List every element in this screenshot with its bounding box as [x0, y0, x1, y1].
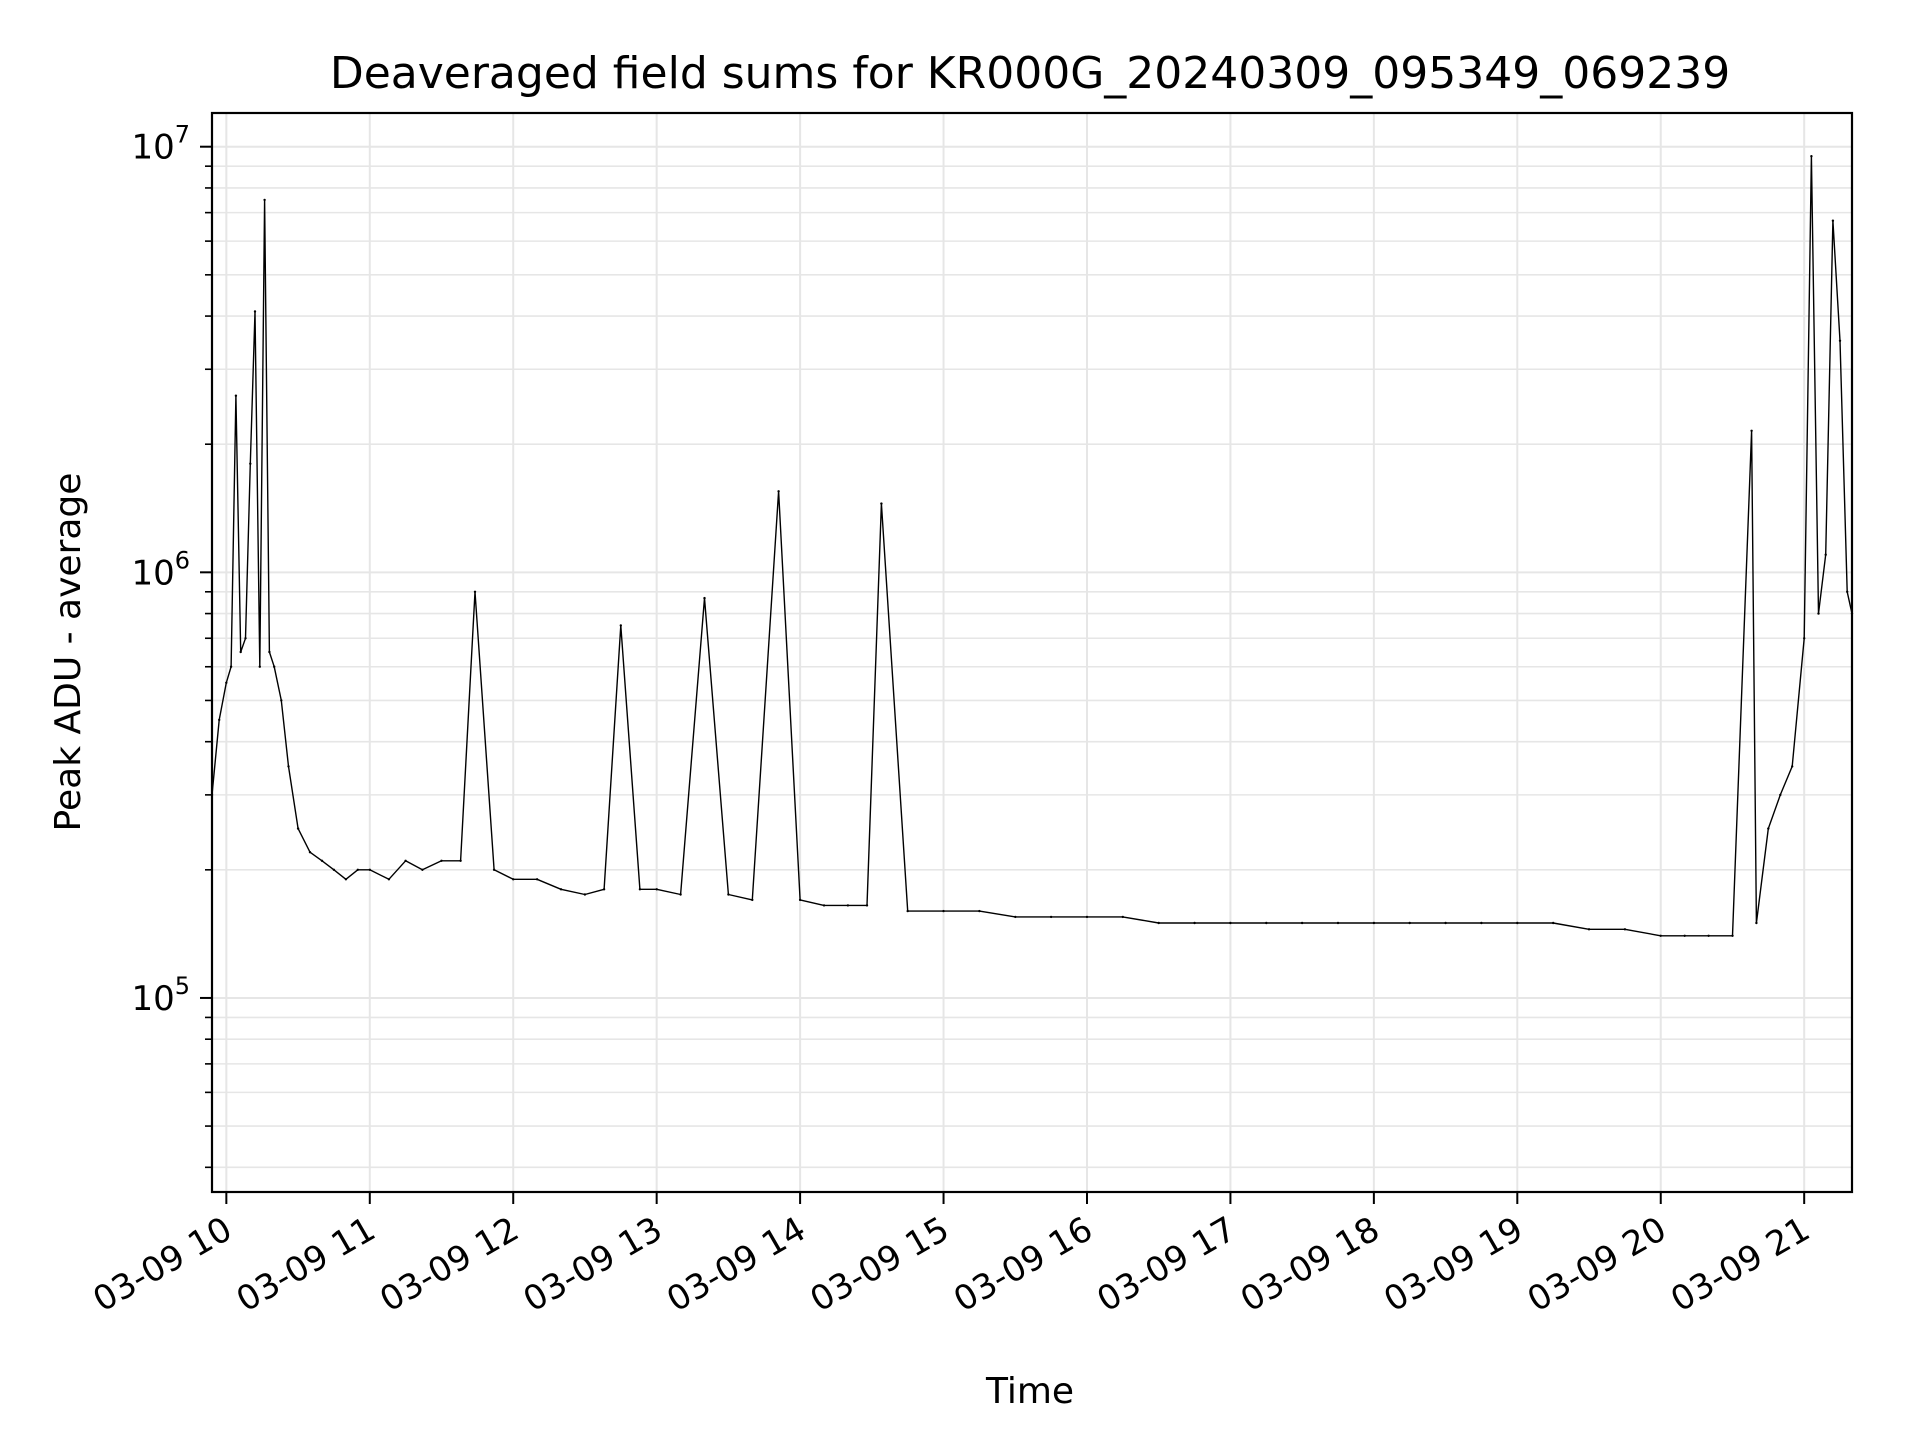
- data-point: [583, 893, 587, 896]
- data-point: [798, 898, 802, 902]
- data-point: [1516, 921, 1519, 925]
- data-point: [268, 650, 271, 654]
- data-point: [459, 859, 462, 862]
- data-point: [1049, 915, 1053, 919]
- data-point: [865, 904, 869, 907]
- data-point: [1300, 921, 1304, 925]
- data-point: [703, 596, 706, 600]
- data-point: [1791, 765, 1794, 768]
- plot-frame: [210, 111, 1854, 1194]
- data-point: [1480, 921, 1483, 925]
- data-point: [332, 868, 336, 871]
- data-point: [244, 637, 247, 640]
- data-point: [273, 665, 276, 668]
- data-point: [638, 888, 642, 891]
- data-point: [234, 394, 238, 397]
- data-point: [263, 198, 266, 202]
- data-point: [1707, 934, 1710, 937]
- data-point: [258, 665, 261, 668]
- data-point: [320, 859, 324, 862]
- data-point: [1444, 921, 1447, 925]
- data-point: [473, 590, 477, 593]
- data-point: [1623, 928, 1627, 931]
- data-point: [602, 888, 606, 891]
- data-point: [229, 665, 233, 668]
- data-point: [1121, 915, 1125, 919]
- data-point: [1014, 915, 1017, 919]
- data-point: [368, 868, 371, 871]
- data-point: [421, 868, 424, 871]
- data-point: [249, 462, 252, 465]
- data-point: [1085, 915, 1089, 919]
- grid-minor: [212, 165, 1852, 1169]
- data-point: [356, 868, 359, 871]
- data-point: [978, 909, 981, 913]
- data-point: [225, 681, 228, 684]
- data-point: [619, 624, 622, 627]
- data-point: [1817, 612, 1820, 615]
- data-point: [1838, 339, 1842, 342]
- data-point: [296, 827, 300, 830]
- data-point: [1831, 219, 1835, 222]
- y-axis: 105 106 107: [131, 121, 212, 1169]
- data-point: [492, 868, 496, 871]
- data-point: [1659, 934, 1662, 937]
- data-point: [1372, 921, 1376, 925]
- y-tick-label: 105: [131, 972, 190, 1019]
- data-point: [822, 904, 826, 907]
- data-point: [1803, 637, 1806, 640]
- data-point: [1750, 429, 1753, 432]
- data-point: [440, 859, 443, 862]
- grid-major: [212, 113, 1852, 1192]
- data-point: [655, 888, 658, 891]
- y-axis-label: Peak ADU - average: [48, 473, 89, 832]
- data-point: [777, 490, 780, 493]
- data-point: [727, 893, 730, 896]
- data-point: [1552, 921, 1555, 925]
- data-point: [846, 904, 850, 907]
- data-point: [751, 898, 754, 902]
- data-point: [218, 718, 221, 722]
- data-point: [1824, 553, 1827, 556]
- data-point: [1767, 827, 1770, 830]
- data-point: [239, 650, 242, 654]
- data-point: [1265, 921, 1268, 925]
- data-point: [559, 888, 563, 891]
- data-point: [1229, 921, 1232, 925]
- data-point: [1731, 934, 1734, 937]
- y-tick-label: 106: [131, 546, 190, 593]
- data-point: [1810, 155, 1813, 158]
- data-point: [1779, 793, 1782, 797]
- data-point: [280, 699, 283, 702]
- data-point: [253, 310, 257, 313]
- y-tick-label: 107: [131, 121, 190, 168]
- data-point: [942, 909, 945, 913]
- data-point: [1157, 921, 1160, 925]
- data-point: [512, 878, 515, 881]
- data-point: [287, 765, 290, 768]
- data-point: [1587, 928, 1591, 931]
- data-point: [535, 878, 539, 881]
- data-point: [679, 893, 682, 896]
- data-point: [387, 878, 391, 881]
- data-point: [1683, 934, 1686, 937]
- data-point: [880, 502, 883, 505]
- chart-title: Deaveraged field sums for KR000G_2024030…: [330, 48, 1730, 99]
- data-point: [1755, 921, 1758, 925]
- data-point: [404, 859, 407, 862]
- series-layer: [210, 155, 1854, 937]
- data-point: [1336, 921, 1340, 925]
- data-point: [1846, 590, 1849, 593]
- data-point: [344, 878, 348, 881]
- x-axis-label: Time: [985, 1371, 1074, 1412]
- data-point: [1408, 921, 1411, 925]
- data-point: [308, 851, 312, 854]
- data-point: [1193, 921, 1196, 925]
- data-point: [906, 909, 909, 913]
